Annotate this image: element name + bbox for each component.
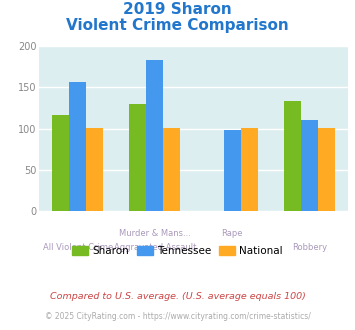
Bar [284,102,301,211]
Bar [241,128,258,211]
Text: © 2025 CityRating.com - https://www.cityrating.com/crime-statistics/: © 2025 CityRating.com - https://www.city… [45,312,310,321]
Bar [146,60,163,211]
Text: Violent Crime Comparison: Violent Crime Comparison [66,18,289,33]
Bar [163,128,180,211]
Bar [52,115,69,211]
Bar [301,120,318,211]
Text: Aggravated Assault: Aggravated Assault [114,243,196,251]
Bar [86,128,103,211]
Bar [69,82,86,211]
Legend: Sharon, Tennessee, National: Sharon, Tennessee, National [68,242,287,260]
Text: Rape: Rape [221,229,243,238]
Bar [224,130,241,211]
Text: Compared to U.S. average. (U.S. average equals 100): Compared to U.S. average. (U.S. average … [50,292,305,301]
Bar [318,128,335,211]
Text: 2019 Sharon: 2019 Sharon [123,2,232,16]
Bar [129,104,146,211]
Text: Murder & Mans...: Murder & Mans... [119,229,191,238]
Text: All Violent Crime: All Violent Crime [43,243,113,251]
Text: Robbery: Robbery [292,243,327,251]
